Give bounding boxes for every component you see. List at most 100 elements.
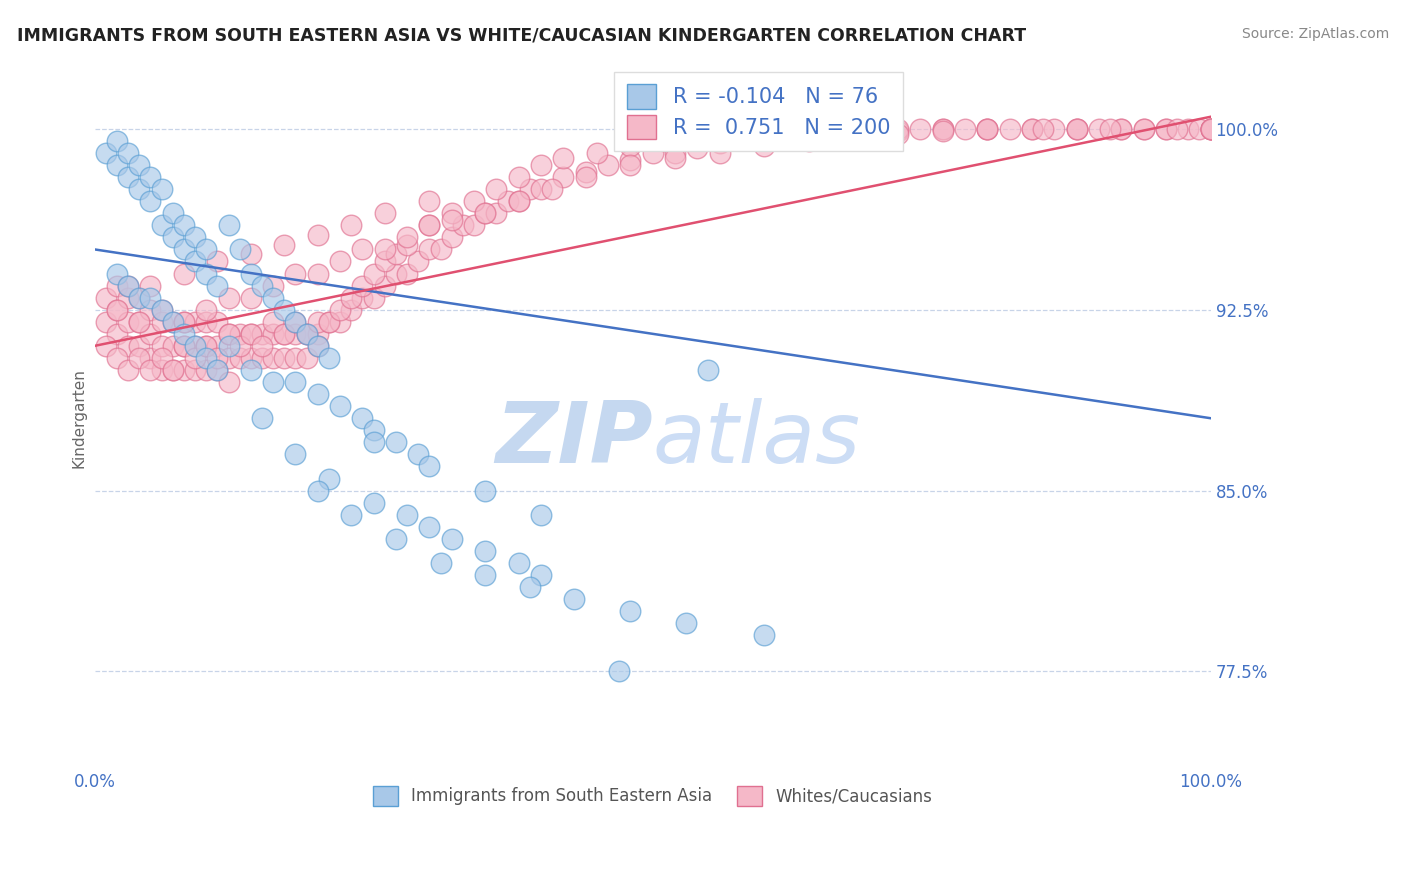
Point <box>184 315 207 329</box>
Point <box>173 267 195 281</box>
Point <box>307 483 329 498</box>
Point <box>797 129 820 144</box>
Point <box>128 339 150 353</box>
Point <box>173 339 195 353</box>
Point <box>1132 121 1154 136</box>
Point <box>195 339 218 353</box>
Point <box>976 121 998 136</box>
Point <box>250 411 273 425</box>
Point <box>596 158 619 172</box>
Point <box>842 129 865 144</box>
Point <box>754 628 776 642</box>
Point <box>218 375 240 389</box>
Point <box>117 278 139 293</box>
Point <box>162 206 184 220</box>
Point <box>1021 121 1043 136</box>
Point <box>619 153 641 168</box>
Point <box>352 291 374 305</box>
Point <box>307 339 329 353</box>
Point <box>117 363 139 377</box>
Point <box>239 363 262 377</box>
Point <box>128 315 150 329</box>
Point <box>1066 121 1088 136</box>
Point <box>150 302 173 317</box>
Point <box>496 194 519 209</box>
Point <box>262 326 284 341</box>
Point <box>105 302 128 317</box>
Point <box>307 326 329 341</box>
Point <box>273 302 295 317</box>
Point <box>173 339 195 353</box>
Point <box>105 302 128 317</box>
Point <box>207 339 229 353</box>
Point <box>239 326 262 341</box>
Text: ZIP: ZIP <box>495 398 652 481</box>
Point <box>754 124 776 138</box>
Point <box>318 315 340 329</box>
Point <box>150 182 173 196</box>
Point <box>207 278 229 293</box>
Point <box>865 124 887 138</box>
Point <box>228 326 250 341</box>
Point <box>363 267 385 281</box>
Text: IMMIGRANTS FROM SOUTH EASTERN ASIA VS WHITE/CAUCASIAN KINDERGARTEN CORRELATION C: IMMIGRANTS FROM SOUTH EASTERN ASIA VS WH… <box>17 27 1026 45</box>
Point <box>352 243 374 257</box>
Point <box>273 326 295 341</box>
Point <box>797 134 820 148</box>
Point <box>150 315 173 329</box>
Point <box>932 121 955 136</box>
Point <box>474 544 496 558</box>
Point <box>195 351 218 365</box>
Point <box>239 267 262 281</box>
Point <box>340 219 363 233</box>
Point <box>976 121 998 136</box>
Point <box>162 339 184 353</box>
Point <box>273 237 295 252</box>
Point <box>910 121 932 136</box>
Point <box>329 254 352 268</box>
Point <box>440 230 463 244</box>
Point <box>284 351 307 365</box>
Point <box>385 247 408 261</box>
Point <box>553 151 575 165</box>
Point <box>720 127 742 141</box>
Point <box>139 302 162 317</box>
Point <box>250 326 273 341</box>
Point <box>117 291 139 305</box>
Point <box>1088 121 1111 136</box>
Point <box>295 326 318 341</box>
Point <box>619 158 641 172</box>
Point <box>139 194 162 209</box>
Point <box>1188 121 1211 136</box>
Point <box>519 580 541 594</box>
Point <box>754 131 776 145</box>
Point <box>1154 121 1177 136</box>
Point <box>363 291 385 305</box>
Point <box>429 243 451 257</box>
Point <box>519 182 541 196</box>
Point <box>1021 121 1043 136</box>
Point <box>440 206 463 220</box>
Point <box>429 556 451 570</box>
Point <box>1154 121 1177 136</box>
Point <box>329 399 352 413</box>
Point <box>508 194 530 209</box>
Point <box>406 254 429 268</box>
Point <box>173 243 195 257</box>
Point <box>295 351 318 365</box>
Point <box>307 315 329 329</box>
Y-axis label: Kindergarten: Kindergarten <box>72 368 86 468</box>
Point <box>932 121 955 136</box>
Point <box>329 315 352 329</box>
Point <box>418 219 440 233</box>
Point <box>173 315 195 329</box>
Point <box>508 169 530 184</box>
Point <box>340 302 363 317</box>
Point <box>150 351 173 365</box>
Point <box>184 351 207 365</box>
Point <box>250 351 273 365</box>
Point <box>105 351 128 365</box>
Point <box>406 447 429 461</box>
Point <box>652 134 675 148</box>
Point <box>262 291 284 305</box>
